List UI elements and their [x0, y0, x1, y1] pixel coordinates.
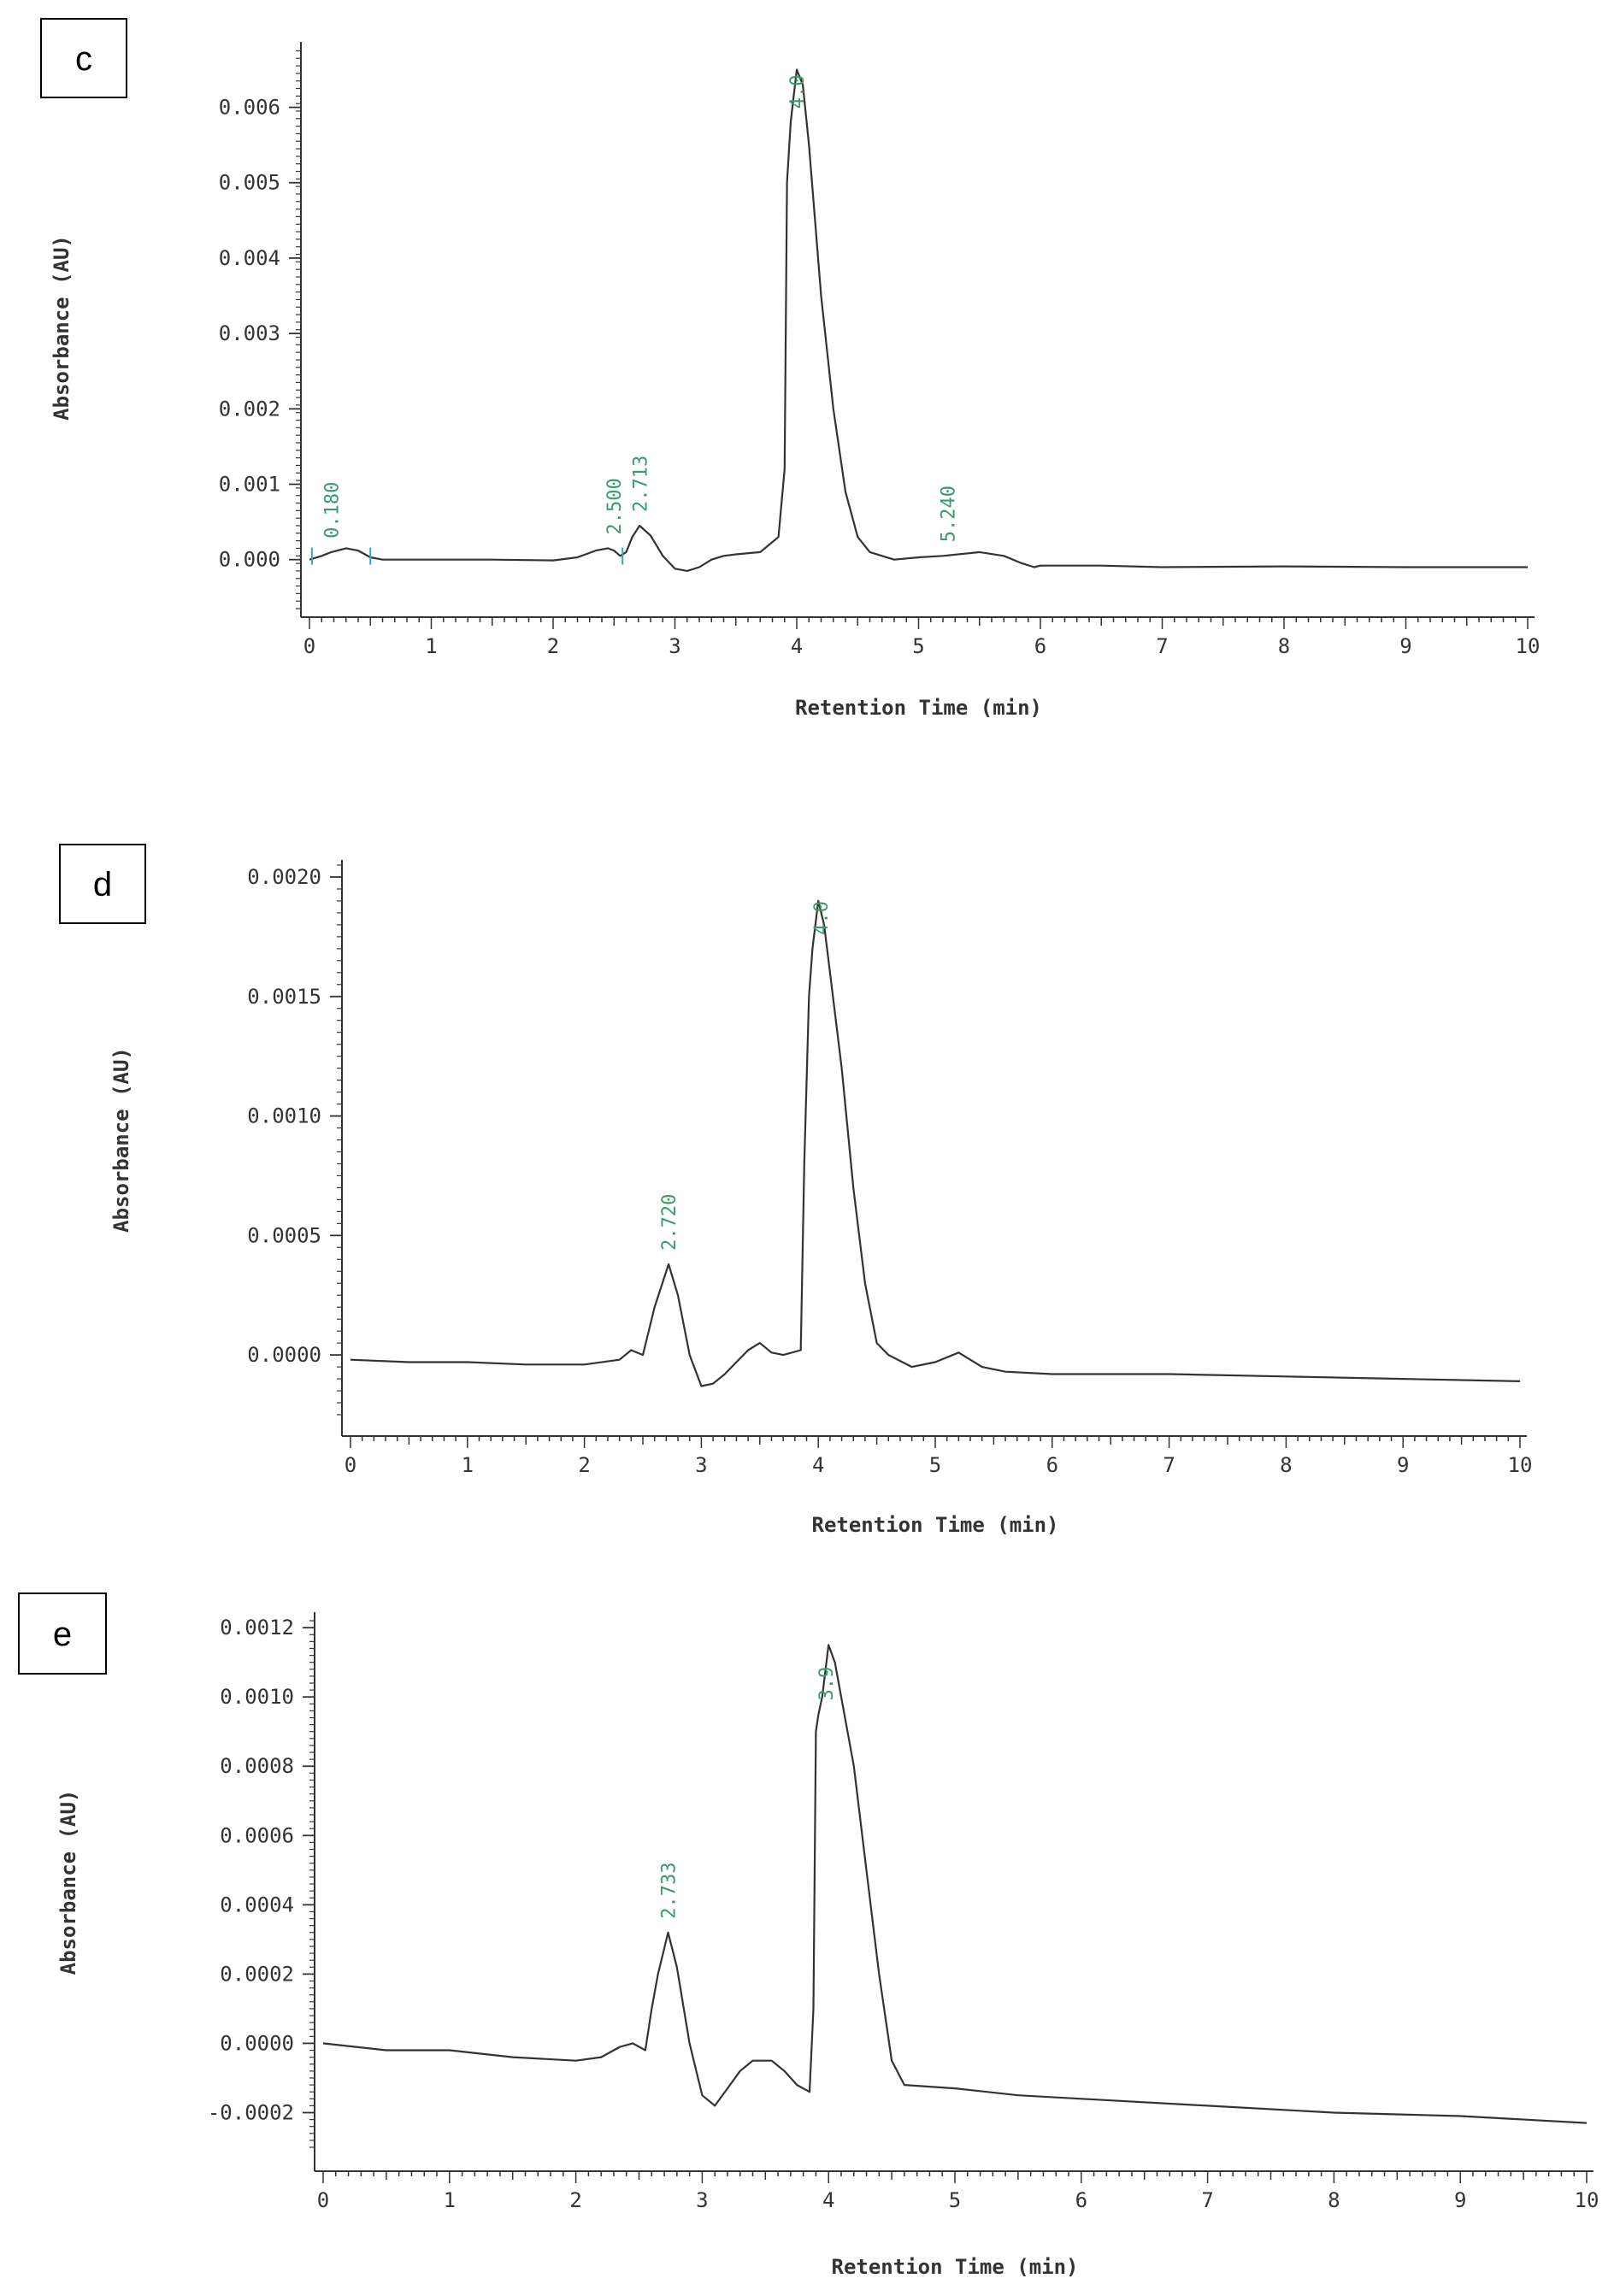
x-tick-label: 8 — [1278, 634, 1290, 658]
y-tick-label: 0.0005 — [247, 1223, 321, 1247]
x-tick-label: 3 — [695, 1453, 707, 1477]
x-tick-label: 0 — [345, 1453, 356, 1477]
y-axis-title: Absorbance (AU) — [109, 1047, 133, 1233]
x-tick-label: 10 — [1516, 634, 1540, 658]
x-tick-label: 7 — [1156, 634, 1168, 658]
x-tick-label: 10 — [1575, 2188, 1599, 2212]
peak-label: 2.500 — [604, 478, 626, 534]
panel-label-box — [59, 844, 146, 924]
y-tick-label: 0.005 — [219, 171, 280, 195]
peak-label: 2.733 — [658, 1863, 680, 1919]
x-tick-label: 0 — [303, 634, 315, 658]
x-tick-label: 2 — [547, 634, 559, 658]
x-tick-label: 6 — [1075, 2188, 1087, 2212]
x-tick-label: 5 — [949, 2188, 961, 2212]
y-tick-label: 0.002 — [219, 397, 280, 421]
chromatogram-panel-e: e 0 1 2 3 4 5 6 7 8 9 10 -0.0002 0.0000 0.0002 0.0004 0.… — [18, 1592, 1599, 2279]
y-tick-label: 0.000 — [219, 548, 280, 572]
x-tick-label: 7 — [1163, 1453, 1175, 1477]
panel-label-box — [40, 18, 127, 98]
x-axis-title: Retention Time (min) — [812, 1513, 1059, 1537]
x-tick-label: 2 — [569, 2188, 581, 2212]
x-tick-label: 5 — [912, 634, 924, 658]
peak-label: 0.180 — [322, 482, 344, 539]
x-tick-label: 9 — [1397, 1453, 1409, 1477]
panel-label: e — [53, 1616, 72, 1653]
x-tick-label: 1 — [444, 2188, 456, 2212]
x-tick-label: 9 — [1454, 2188, 1466, 2212]
y-tick-label: -0.0002 — [208, 2100, 294, 2124]
y-tick-label: 0.006 — [219, 96, 280, 120]
y-tick-label: 0.0000 — [220, 2031, 294, 2055]
y-axis-title: Absorbance (AU) — [56, 1790, 80, 1975]
panel-label: c — [75, 40, 92, 78]
x-tick-label: 4 — [812, 1453, 824, 1477]
peak-label: 4.0 — [787, 74, 809, 109]
x-tick-label: 6 — [1034, 634, 1046, 658]
y-tick-label: 0.0006 — [220, 1823, 294, 1847]
x-tick-label: 9 — [1399, 634, 1411, 658]
x-tick-label: 5 — [929, 1453, 941, 1477]
x-tick-label: 6 — [1046, 1453, 1058, 1477]
peak-label: 2.720 — [659, 1194, 680, 1251]
y-tick-label: 0.0015 — [247, 985, 321, 1009]
x-tick-label: 3 — [669, 634, 680, 658]
chromatogram-trace — [309, 68, 1528, 573]
x-tick-label: 1 — [462, 1453, 474, 1477]
chromatogram-trace — [350, 899, 1521, 1387]
y-tick-label: 0.001 — [219, 472, 280, 496]
x-tick-label: 4 — [822, 2188, 834, 2212]
x-tick-label: 3 — [696, 2188, 708, 2212]
x-tick-label: 0 — [317, 2188, 329, 2212]
x-tick-label: 8 — [1328, 2188, 1340, 2212]
x-tick-label: 2 — [578, 1453, 590, 1477]
y-tick-label: 0.0012 — [220, 1616, 294, 1640]
panel-label-box — [18, 1592, 107, 1675]
peak-label: 2.713 — [631, 456, 652, 512]
y-tick-label: 0.0010 — [220, 1685, 294, 1709]
chromatogram-trace — [322, 1644, 1588, 2124]
y-tick-label: 0.0008 — [220, 1754, 294, 1778]
chromatogram-panel-d: d 0 1 2 3 4 5 6 7 8 9 10 0.0000 0.0005 0.0010 0.0015 0.0… — [59, 844, 1533, 1537]
panel-label: d — [93, 866, 112, 904]
x-tick-label: 1 — [425, 634, 437, 658]
y-tick-label: 0.0000 — [247, 1343, 321, 1367]
y-tick-label: 0.0020 — [247, 865, 321, 889]
x-tick-label: 4 — [791, 634, 803, 658]
x-axis-title: Retention Time (min) — [795, 696, 1042, 720]
y-tick-label: 0.003 — [219, 321, 280, 345]
x-tick-label: 7 — [1201, 2188, 1213, 2212]
y-tick-label: 0.0010 — [247, 1104, 321, 1128]
y-tick-label: 0.0002 — [220, 1962, 294, 1986]
y-tick-label: 0.0004 — [220, 1893, 294, 1916]
peak-label: 3.9 — [816, 1667, 838, 1701]
x-tick-label: 10 — [1508, 1453, 1533, 1477]
chromatogram-panel-c: c 0 1 2 3 4 5 6 7 8 9 10 0.000 0.001 0.002 0.003 0.004 0.… — [40, 18, 1540, 720]
peak-label: 5.240 — [939, 486, 960, 542]
x-tick-label: 8 — [1280, 1453, 1292, 1477]
x-axis-title: Retention Time (min) — [832, 2255, 1079, 2279]
y-tick-label: 0.004 — [219, 246, 280, 270]
y-axis-title: Absorbance (AU) — [50, 235, 74, 421]
peak-label: 4.0 — [811, 901, 833, 935]
